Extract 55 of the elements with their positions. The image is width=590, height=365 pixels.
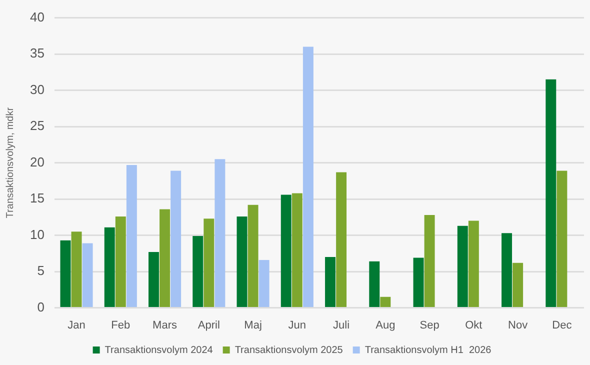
y-tick-label: 15 [30, 190, 44, 206]
bar [457, 226, 468, 308]
x-tick-label: Mars [152, 319, 178, 332]
bar [248, 204, 258, 308]
x-tick-label: Jan [68, 319, 86, 332]
bar [104, 227, 115, 308]
bar [302, 46, 314, 308]
y-tick-label: 20 [30, 154, 44, 170]
bar [192, 236, 204, 308]
legend-label: Transaktionsvolym H1 2026 [364, 344, 492, 356]
bar [468, 220, 479, 308]
x-tick-label: Maj [244, 319, 262, 332]
bar [126, 164, 137, 308]
legend-label: Transaktionsvolym 2024 [104, 344, 214, 356]
x-tick-label: Nov [508, 319, 528, 332]
bar [380, 296, 391, 308]
bar [160, 209, 170, 308]
bar [148, 252, 159, 308]
bar [556, 170, 568, 308]
y-tick-label: 35 [30, 46, 44, 61]
x-tick-label: April [198, 319, 220, 332]
bar [292, 193, 302, 308]
x-tick-label: Jun [288, 319, 306, 332]
y-tick-label: 0 [37, 299, 44, 314]
x-tick-label: Juli [333, 319, 350, 332]
bar [336, 172, 347, 308]
bar [214, 159, 226, 308]
bar [413, 258, 424, 308]
y-tick-label: 25 [30, 118, 44, 134]
bar [60, 240, 71, 308]
bar [424, 215, 435, 308]
x-tick-label: Aug [376, 319, 396, 332]
bar [258, 260, 270, 308]
bar [204, 218, 214, 308]
bar [170, 170, 182, 308]
y-axis-title: Transaktionsvolym, mdkr [4, 106, 16, 218]
bar [71, 232, 82, 308]
y-tick-label: 40 [30, 9, 44, 24]
bar [369, 261, 380, 308]
y-tick-label: 30 [30, 82, 44, 97]
y-tick-label: 5 [37, 263, 44, 278]
bar [325, 257, 336, 308]
bar [512, 262, 524, 308]
x-tick-label: Sep [420, 319, 440, 332]
bar [546, 79, 556, 308]
x-tick-label: Feb [111, 319, 130, 332]
x-tick-label: Dec [552, 319, 572, 332]
x-tick-label: Okt [465, 319, 482, 332]
bar [115, 216, 126, 308]
bar [82, 243, 93, 308]
y-tick-label: 10 [30, 226, 44, 242]
legend-label: Transaktionsvolym 2025 [234, 344, 344, 356]
bar [502, 233, 512, 308]
bar [236, 216, 248, 308]
bar [280, 194, 292, 308]
